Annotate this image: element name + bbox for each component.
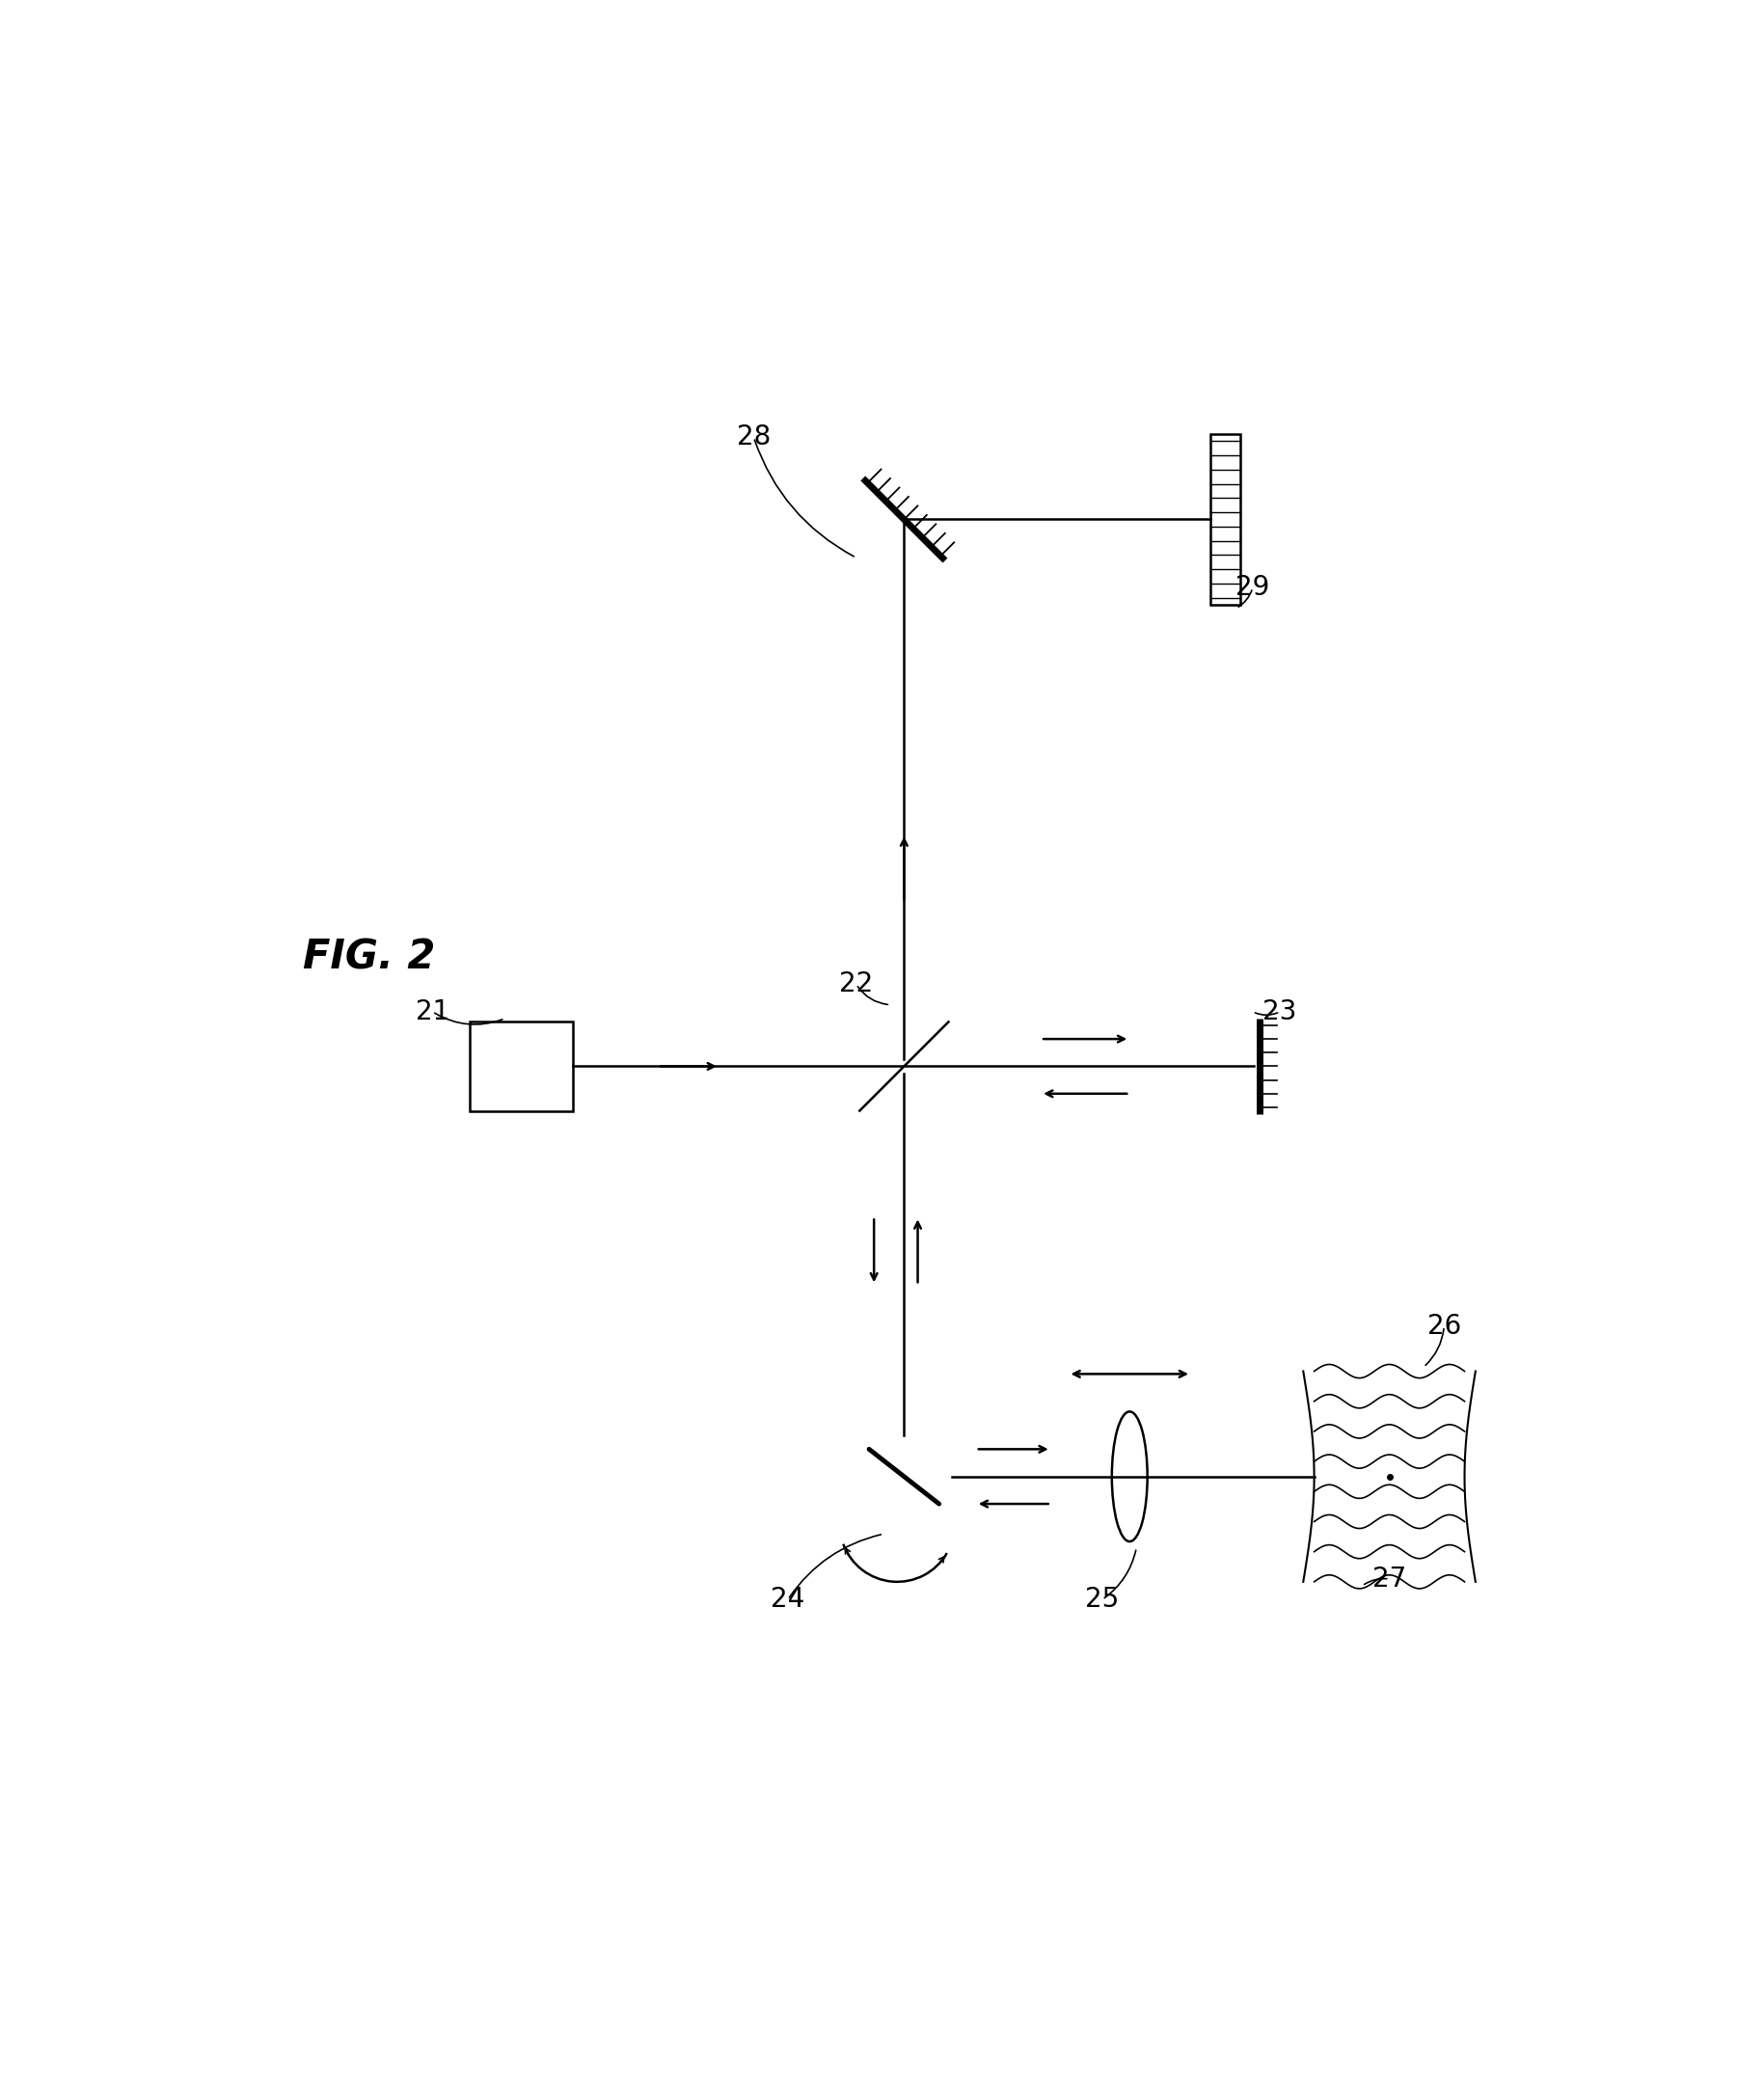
Text: 27: 27 <box>1372 1565 1406 1592</box>
Bar <box>469 1022 573 1110</box>
Text: 29: 29 <box>1235 575 1270 602</box>
Text: 25: 25 <box>1085 1586 1120 1613</box>
Text: 23: 23 <box>1263 999 1297 1026</box>
Text: 24: 24 <box>771 1586 804 1613</box>
Text: 28: 28 <box>737 424 771 451</box>
Text: FIG. 2: FIG. 2 <box>303 936 436 978</box>
Text: 26: 26 <box>1427 1313 1461 1341</box>
Text: 21: 21 <box>415 999 450 1026</box>
Text: 22: 22 <box>840 971 873 999</box>
Bar <box>1210 434 1240 604</box>
